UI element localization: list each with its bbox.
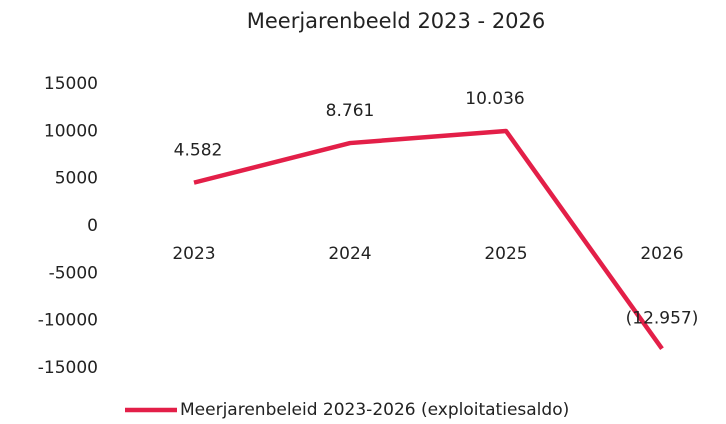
data-label: (12.957) xyxy=(626,309,699,329)
y-tick-label: 10000 xyxy=(44,121,98,141)
data-label: 4.582 xyxy=(174,141,223,161)
chart-title: Meerjarenbeeld 2023 - 2026 xyxy=(247,9,546,33)
data-label: 10.036 xyxy=(465,89,524,109)
y-tick-label: 15000 xyxy=(44,74,98,94)
y-tick-label: 0 xyxy=(87,216,98,236)
data-label: 8.761 xyxy=(326,101,375,121)
y-tick-label: 5000 xyxy=(55,169,98,189)
x-tick-label: 2026 xyxy=(640,244,683,264)
legend-label: Meerjarenbeleid 2023-2026 (exploitatiesa… xyxy=(180,400,569,420)
y-tick-label: -15000 xyxy=(38,358,98,378)
line xyxy=(193,128,664,350)
x-tick-label: 2024 xyxy=(328,244,371,264)
x-tick-label: 2025 xyxy=(484,244,527,264)
x-tick-label: 2023 xyxy=(172,244,215,264)
y-tick-label: -5000 xyxy=(49,263,98,283)
y-tick-label: -10000 xyxy=(38,311,98,331)
